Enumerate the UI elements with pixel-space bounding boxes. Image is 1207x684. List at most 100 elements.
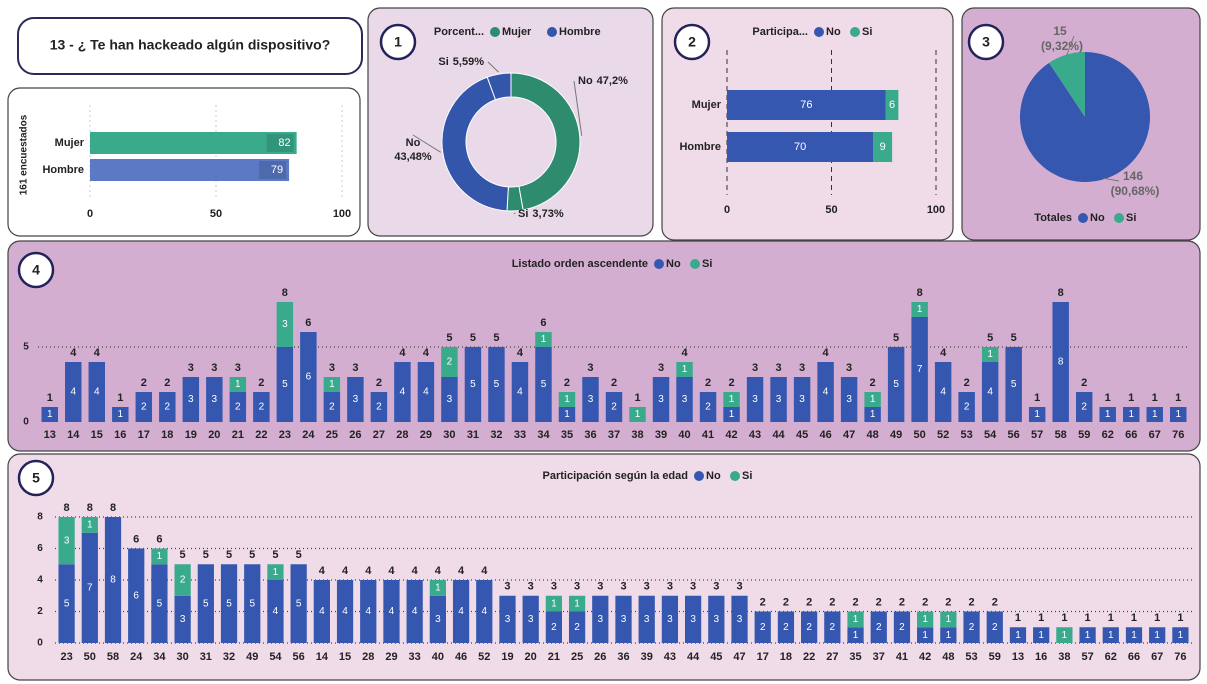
bar-segment (429, 595, 446, 643)
total-label: 5 (493, 332, 499, 344)
x-tick-label: 43 (749, 429, 761, 441)
bar-segment (81, 532, 98, 643)
bar-segment (1146, 407, 1163, 422)
bar-segment (582, 377, 599, 422)
x-tick-label: 58 (1055, 429, 1067, 441)
total-label: 8 (917, 287, 923, 299)
leader-line (573, 80, 583, 136)
bar-segment (592, 595, 609, 643)
legend-label: Si (862, 26, 872, 38)
total-label: 2 (705, 377, 711, 389)
total-label: 3 (776, 362, 782, 374)
total-label: 3 (644, 581, 650, 593)
x-tick-label: 25 (326, 429, 338, 441)
total-label: 5 (1011, 332, 1017, 344)
legend-label: Si (742, 470, 752, 482)
legend-label: Si (702, 258, 712, 270)
data-label: 6 (889, 99, 895, 111)
data-label: 2 (964, 402, 970, 413)
bar-segment (1079, 627, 1096, 643)
x-tick-label: 45 (710, 651, 722, 663)
slice-label-group: No 47,2% (578, 75, 628, 87)
legend-dot (850, 27, 860, 37)
data-label: 1 (47, 409, 53, 420)
x-tick-label: 30 (443, 429, 455, 441)
legend-label: No (826, 26, 841, 38)
x-tick-label: 40 (678, 429, 690, 441)
data-label: 1 (1034, 409, 1040, 420)
total-label: 2 (611, 377, 617, 389)
bar-segment (638, 595, 655, 643)
x-tick-label: 0 (87, 208, 93, 220)
x-tick-label: 17 (757, 651, 769, 663)
data-label: 6 (306, 372, 312, 383)
bar-segment (41, 407, 58, 422)
data-label: 5 (203, 598, 209, 609)
bar-segment (128, 548, 145, 643)
bar-segment (394, 362, 411, 422)
bar-segment (870, 611, 887, 643)
bar-segment (441, 347, 458, 377)
total-label: 2 (945, 596, 951, 608)
data-label: 1 (870, 394, 876, 405)
total-label: 3 (587, 362, 593, 374)
data-label: 6 (133, 590, 139, 601)
title-callout (17, 17, 363, 75)
data-label: 9 (880, 141, 886, 153)
bar-segment (499, 595, 516, 643)
y-tick-label: Hombre (679, 141, 721, 153)
bar-segment (1028, 407, 1046, 422)
x-tick-label: 59 (1078, 429, 1090, 441)
bar-segment (383, 580, 400, 643)
data-label: 1 (946, 614, 952, 625)
bar-segment (568, 595, 586, 612)
data-label: 1 (853, 630, 859, 641)
legend-dot (1114, 213, 1124, 223)
bar-segment (197, 564, 214, 643)
data-label: 3 (644, 614, 650, 625)
total-label: 2 (164, 377, 170, 389)
bar-segment (847, 611, 864, 628)
total-label: 4 (94, 347, 101, 359)
bar-segment (911, 302, 928, 317)
x-tick-label: 100 (927, 204, 945, 216)
data-label: 2 (329, 402, 335, 413)
x-tick-label: 35 (849, 651, 861, 663)
bar-segment (1052, 302, 1069, 422)
x-tick-label: 46 (455, 651, 467, 663)
data-label: 3 (714, 614, 720, 625)
data-label: 4 (389, 606, 395, 617)
data-label: 2 (259, 402, 265, 413)
bar-segment (151, 548, 168, 565)
data-label: 3 (180, 614, 186, 625)
badge-number: 5 (32, 470, 40, 486)
x-tick-label: 42 (919, 651, 931, 663)
total-label: 1 (1175, 392, 1181, 404)
total-label: 2 (922, 596, 928, 608)
badge (379, 23, 417, 61)
total-label: 2 (964, 377, 970, 389)
data-label: 5 (296, 598, 302, 609)
bar-segment (986, 611, 1003, 643)
data-label: 1 (729, 409, 735, 420)
data-label: 1 (729, 394, 735, 405)
total-label: 2 (564, 377, 570, 389)
total-label: 3 (352, 362, 358, 374)
total-label: 4 (388, 565, 395, 577)
pie-value: 146 (1123, 169, 1143, 183)
total-label: 2 (376, 377, 382, 389)
axis-label: 161 encuestados (19, 114, 30, 195)
x-tick-label: 59 (989, 651, 1001, 663)
data-label: 1 (635, 409, 641, 420)
total-label: 1 (1108, 612, 1114, 624)
slice-category: Si (518, 208, 528, 220)
data-label: 1 (574, 598, 580, 609)
data-label: 4 (987, 387, 993, 398)
bar-segment (847, 627, 864, 643)
bar-segment (864, 392, 881, 407)
data-label: 1 (1152, 409, 1158, 420)
data-label: 70 (794, 141, 806, 153)
total-label: 2 (968, 596, 974, 608)
data-label: 5 (64, 598, 70, 609)
x-tick-label: 76 (1172, 429, 1184, 441)
